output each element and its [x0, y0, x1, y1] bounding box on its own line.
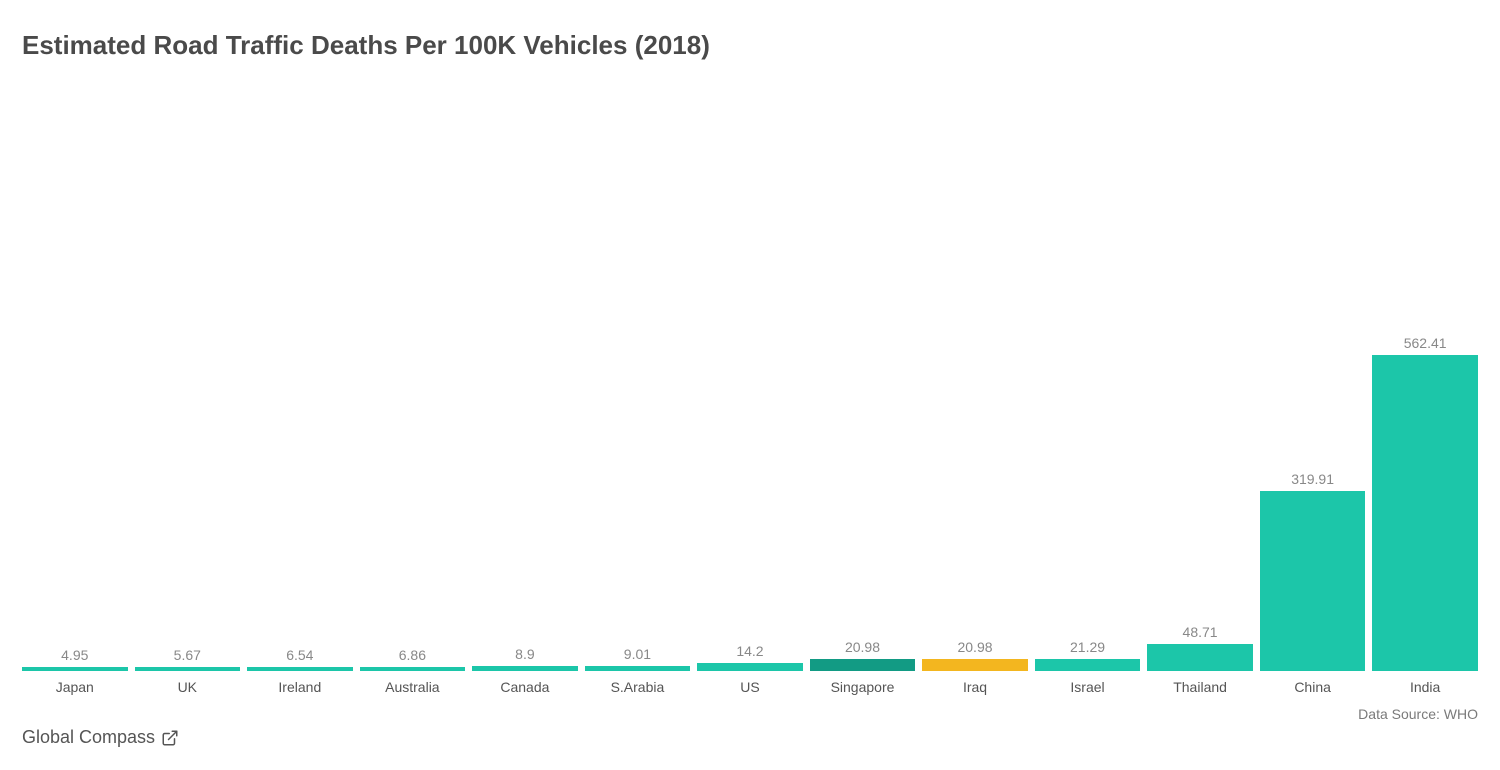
- bars-row: 4.95 5.67 6.54 6.86 8.9 9.01 14.2 20.98 20.98 21.…: [22, 91, 1478, 671]
- x-tick-label: Israel: [1035, 679, 1141, 695]
- x-tick-label: Thailand: [1147, 679, 1253, 695]
- bar: [1372, 355, 1478, 671]
- x-tick-label: UK: [135, 679, 241, 695]
- bar-value-label: 48.71: [1183, 624, 1218, 640]
- x-tick-label: Japan: [22, 679, 128, 695]
- bar-col: 20.98: [810, 639, 916, 671]
- bar-value-label: 6.54: [286, 647, 313, 663]
- bar: [135, 667, 241, 671]
- bar: [1147, 644, 1253, 671]
- bar-value-label: 14.2: [736, 643, 763, 659]
- x-tick-label: Iraq: [922, 679, 1028, 695]
- footer-credit-label: Global Compass: [22, 727, 155, 748]
- footer-credit[interactable]: Global Compass: [22, 727, 179, 748]
- bar-col: 319.91: [1260, 471, 1366, 671]
- bar-value-label: 9.01: [624, 646, 651, 662]
- x-tick-label: Ireland: [247, 679, 353, 695]
- bar-value-label: 5.67: [174, 647, 201, 663]
- bar: [360, 667, 466, 671]
- chart-title: Estimated Road Traffic Deaths Per 100K V…: [22, 30, 1478, 61]
- x-tick-label: India: [1372, 679, 1478, 695]
- plot-area: 4.95 5.67 6.54 6.86 8.9 9.01 14.2 20.98 20.98 21.…: [22, 91, 1478, 671]
- x-tick-label: Canada: [472, 679, 578, 695]
- data-source-label: Data Source: WHO: [1358, 706, 1478, 722]
- bar-value-label: 319.91: [1291, 471, 1334, 487]
- bar-col: 14.2: [697, 643, 803, 671]
- bar-value-label: 562.41: [1404, 335, 1447, 351]
- bar: [585, 666, 691, 671]
- bar-value-label: 20.98: [845, 639, 880, 655]
- bar-col: 6.86: [360, 647, 466, 671]
- bar-col: 9.01: [585, 646, 691, 671]
- x-tick-label: Australia: [360, 679, 466, 695]
- bar: [697, 663, 803, 671]
- bar-col: 5.67: [135, 647, 241, 671]
- x-tick-label: Singapore: [810, 679, 916, 695]
- bar: [1260, 491, 1366, 671]
- bar-value-label: 21.29: [1070, 639, 1105, 655]
- bar: [472, 666, 578, 671]
- bar-col: 20.98: [922, 639, 1028, 671]
- bar-value-label: 4.95: [61, 647, 88, 663]
- x-tick-label: US: [697, 679, 803, 695]
- bar: [247, 667, 353, 671]
- bar-col: 4.95: [22, 647, 128, 671]
- bar-col: 8.9: [472, 646, 578, 671]
- bar-col: 21.29: [1035, 639, 1141, 671]
- bar-value-label: 20.98: [957, 639, 992, 655]
- bar-col: 6.54: [247, 647, 353, 671]
- external-link-icon: [161, 729, 179, 747]
- bar-col: 562.41: [1372, 335, 1478, 671]
- bar-col: 48.71: [1147, 624, 1253, 671]
- bar: [810, 659, 916, 671]
- bar-value-label: 6.86: [399, 647, 426, 663]
- bar: [1035, 659, 1141, 671]
- bar: [922, 659, 1028, 671]
- bar: [22, 667, 128, 671]
- x-tick-label: S.Arabia: [585, 679, 691, 695]
- x-axis: Japan UK Ireland Australia Canada S.Arabia US S…: [22, 679, 1478, 695]
- x-tick-label: China: [1260, 679, 1366, 695]
- bar-value-label: 8.9: [515, 646, 534, 662]
